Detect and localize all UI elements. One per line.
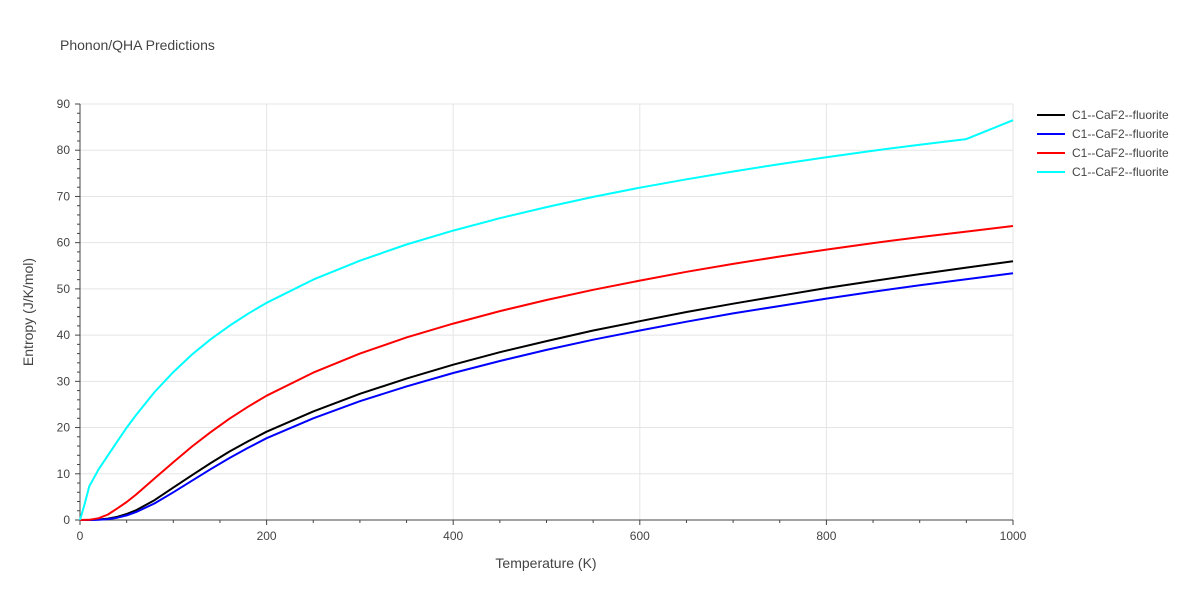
- y-axis-title: Entropy (J/K/mol): [20, 258, 36, 366]
- series-layer: [79, 119, 1014, 521]
- x-tick-label: 200: [257, 529, 277, 543]
- x-tick-label: 800: [816, 529, 836, 543]
- x-tick-label: 400: [443, 529, 463, 543]
- x-tick-label: 1000: [1000, 529, 1027, 543]
- axes-layer: 0 200 400 600 800 1000 0 10 20 30 40 50 60 70 80 90: [57, 97, 1027, 543]
- y-tick-label: 30: [57, 374, 71, 388]
- y-tick-label: 80: [57, 143, 71, 157]
- legend-item[interactable]: C1--CaF2--fluorite: [1037, 146, 1169, 160]
- x-tick-label: 600: [630, 529, 650, 543]
- series-line-3[interactable]: [79, 225, 1014, 521]
- y-tick-label: 0: [63, 513, 70, 527]
- series-line-4[interactable]: [79, 119, 1014, 521]
- y-tick-label: 90: [57, 97, 71, 111]
- legend[interactable]: C1--CaF2--fluorite C1--CaF2--fluorite C1--…: [1037, 108, 1169, 179]
- grid-layer: [80, 103, 1014, 520]
- legend-label: C1--CaF2--fluorite: [1072, 127, 1169, 141]
- legend-item[interactable]: C1--CaF2--fluorite: [1037, 165, 1169, 179]
- chart-title: Phonon/QHA Predictions: [60, 37, 215, 53]
- x-axis-title: Temperature (K): [495, 555, 596, 571]
- legend-item[interactable]: C1--CaF2--fluorite: [1037, 108, 1169, 122]
- legend-label: C1--CaF2--fluorite: [1072, 108, 1169, 122]
- series-line-2[interactable]: [80, 272, 1014, 521]
- y-tick-label: 60: [57, 236, 71, 250]
- legend-label: C1--CaF2--fluorite: [1072, 165, 1169, 179]
- legend-item[interactable]: C1--CaF2--fluorite: [1037, 127, 1169, 141]
- y-tick-label: 70: [57, 189, 71, 203]
- series-line-1[interactable]: [80, 260, 1014, 521]
- y-tick-label: 20: [57, 421, 71, 435]
- y-tick-label: 50: [57, 282, 71, 296]
- legend-label: C1--CaF2--fluorite: [1072, 146, 1169, 160]
- y-tick-label: 10: [57, 467, 71, 481]
- x-tick-label: 0: [77, 529, 84, 543]
- y-tick-label: 40: [57, 328, 71, 342]
